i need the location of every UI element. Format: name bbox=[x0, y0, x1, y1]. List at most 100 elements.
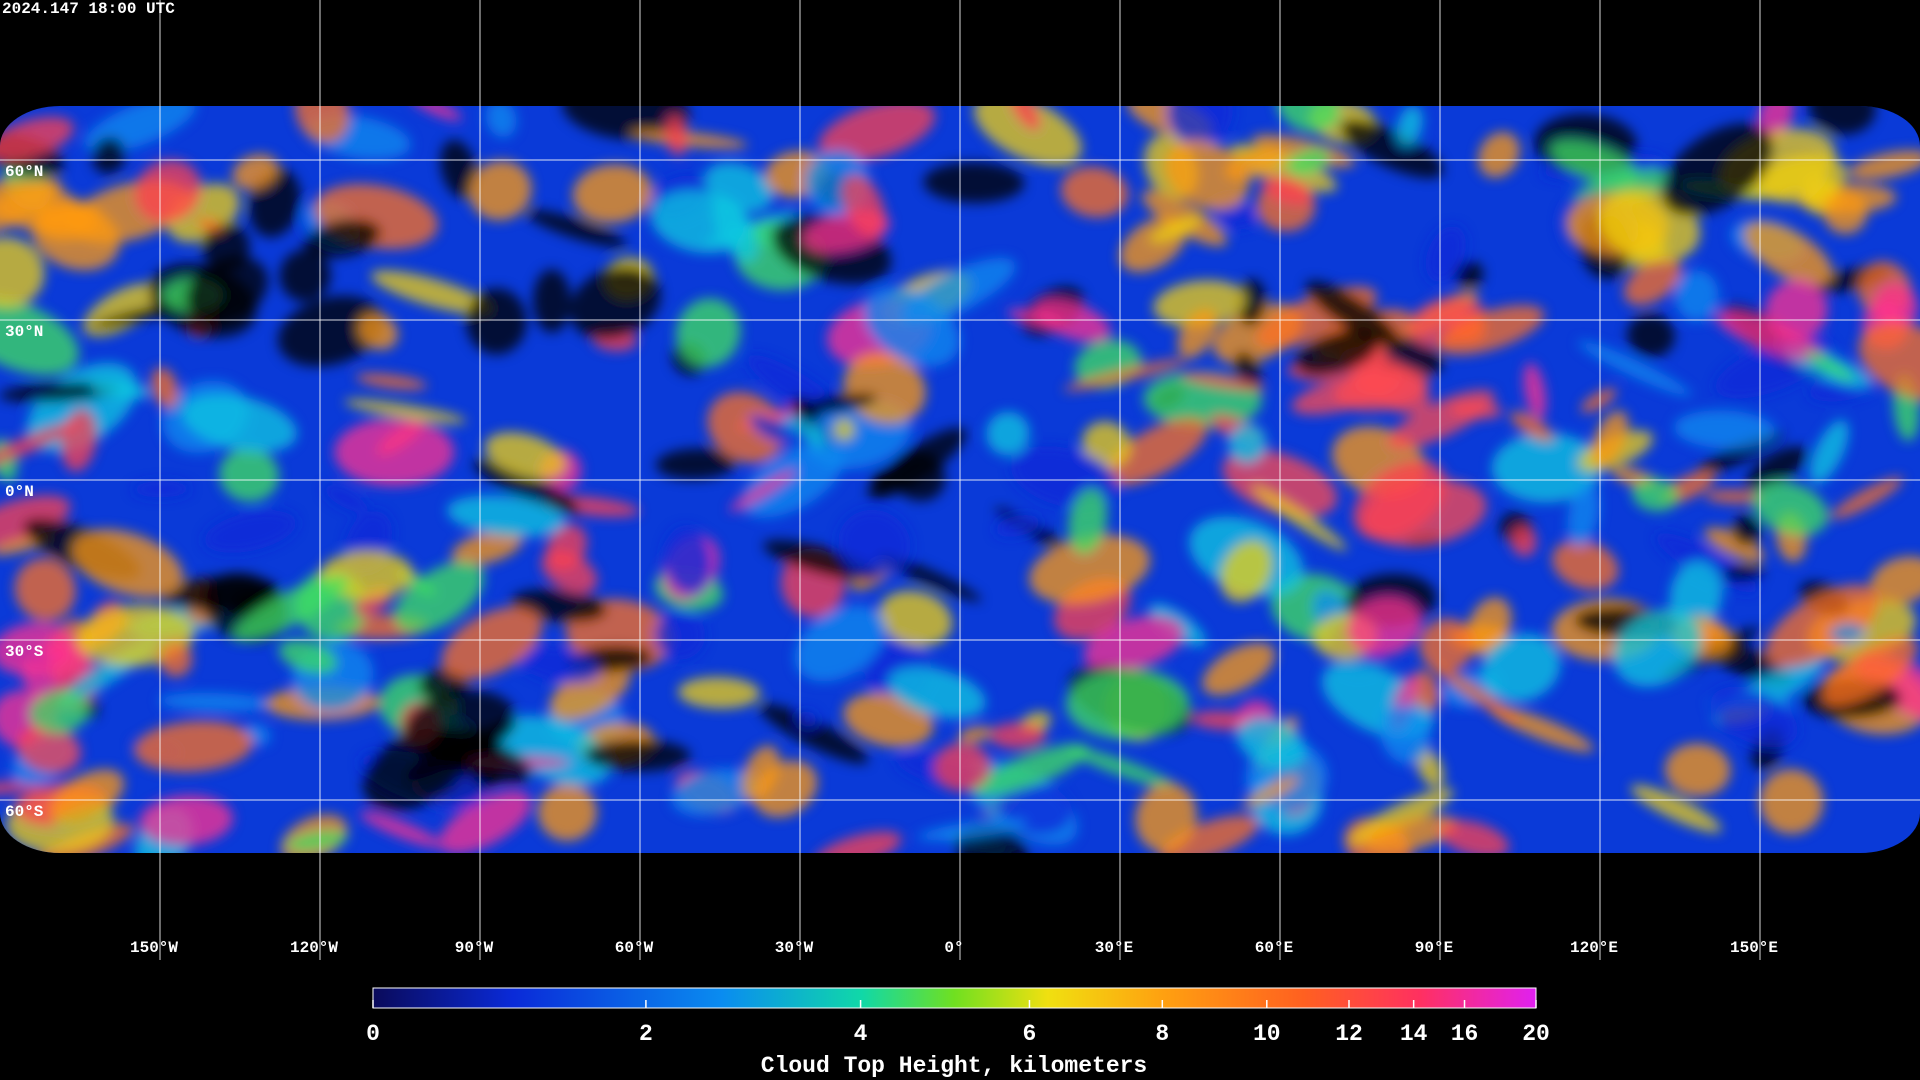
cloud-blob bbox=[394, 561, 485, 634]
colorbar-ticks: 0 2 4 6 8 10 12 14 16 20 bbox=[366, 1000, 1550, 1047]
cloud-blob bbox=[16, 725, 82, 774]
cloud-blob bbox=[0, 297, 80, 376]
cloud-blob bbox=[304, 218, 382, 258]
cloud-blob bbox=[1276, 106, 1341, 133]
cloud-blob bbox=[344, 399, 467, 424]
cloud-blob bbox=[14, 558, 76, 622]
cloud-blob bbox=[1251, 485, 1348, 551]
cloud-blob bbox=[986, 411, 1030, 456]
colorbar-tick-label: 4 bbox=[854, 1021, 868, 1047]
cloud-blob bbox=[1805, 350, 1855, 382]
cloud-blob bbox=[1752, 481, 1829, 536]
cloud-blob bbox=[181, 394, 298, 453]
cloud-blob bbox=[1305, 280, 1400, 346]
colorbar-tick-label: 0 bbox=[366, 1021, 380, 1047]
cloud-blob bbox=[1673, 410, 1776, 449]
colorbar-tick-label: 2 bbox=[639, 1021, 653, 1047]
cloud-blob bbox=[1228, 423, 1267, 465]
latitude-label: 60°N bbox=[5, 163, 43, 181]
cloud-blob bbox=[439, 791, 532, 853]
colorbar-tick-label: 6 bbox=[1023, 1021, 1037, 1047]
cloud-blob bbox=[1704, 489, 1764, 504]
cloud-blob bbox=[196, 217, 223, 232]
cloud-blob bbox=[923, 162, 1025, 203]
longitude-label: 60°W bbox=[615, 939, 654, 957]
cloud-blob bbox=[888, 666, 986, 719]
cloud-blob bbox=[1674, 270, 1719, 322]
cloud-blob bbox=[1438, 820, 1510, 853]
longitude-label: 120°W bbox=[290, 939, 338, 957]
cloud-blob bbox=[1523, 362, 1547, 420]
cloud-blob bbox=[664, 114, 689, 156]
cloud-blob bbox=[409, 106, 462, 121]
cloud-blob bbox=[526, 209, 627, 248]
latitude-label: 60°S bbox=[5, 803, 44, 821]
cloud-blob bbox=[712, 197, 758, 262]
longitude-label: 150°W bbox=[130, 939, 178, 957]
cloud-blob bbox=[232, 154, 279, 190]
cloud-blob bbox=[989, 722, 1047, 749]
longitude-label: 30°W bbox=[775, 939, 814, 957]
colorbar bbox=[372, 987, 1537, 1009]
cloud-blob bbox=[134, 159, 202, 224]
cloud-blob bbox=[1202, 642, 1276, 696]
cloud-blob bbox=[49, 769, 125, 825]
colorbar-tick-label: 8 bbox=[1155, 1021, 1169, 1047]
cloud-blob bbox=[1831, 477, 1903, 519]
cloud-blob bbox=[749, 415, 812, 451]
cloud-blob bbox=[1432, 663, 1523, 726]
cloud-blob bbox=[933, 742, 991, 792]
cloud-blob bbox=[1454, 261, 1484, 288]
cloud-blob bbox=[572, 164, 654, 224]
cloud-blob bbox=[162, 575, 278, 611]
cloud-blob bbox=[562, 106, 690, 140]
cloud-blob bbox=[957, 726, 993, 743]
colorbar-label: Cloud Top Height, kilometers bbox=[761, 1053, 1147, 1079]
cloud-blob bbox=[357, 312, 399, 350]
cloud-blob bbox=[663, 526, 713, 595]
cloud-blob bbox=[441, 607, 543, 680]
cloud-blob bbox=[139, 795, 234, 846]
cloud-blob bbox=[675, 298, 741, 368]
cloud-blob bbox=[533, 269, 571, 333]
cloud-blob bbox=[1714, 310, 1824, 362]
cloud-blob bbox=[1153, 280, 1247, 328]
longitude-label: 120°E bbox=[1570, 939, 1618, 957]
cloud-blob bbox=[1396, 106, 1423, 146]
longitude-label: 0° bbox=[944, 939, 963, 957]
cloud-blob bbox=[1704, 527, 1765, 562]
cloud-blob bbox=[370, 270, 494, 315]
cloud-blob bbox=[794, 605, 886, 682]
cloud-blob bbox=[549, 661, 631, 721]
cloud-blob bbox=[1580, 388, 1617, 413]
cloud-blob bbox=[279, 249, 331, 302]
cloud-blob bbox=[833, 418, 856, 441]
cloud-blob bbox=[878, 590, 953, 647]
cloud-blob bbox=[0, 495, 71, 549]
cloud-blob bbox=[1577, 340, 1692, 397]
cloud-blob bbox=[1710, 686, 1798, 748]
cloud-blob bbox=[446, 495, 566, 537]
cloud-blob bbox=[813, 831, 902, 853]
colorbar-tick-label: 14 bbox=[1400, 1021, 1428, 1047]
cloud-blob bbox=[1164, 140, 1250, 211]
cloud-blob bbox=[356, 373, 427, 390]
cloud-blob bbox=[404, 721, 517, 781]
cloud-blob bbox=[1627, 313, 1675, 358]
cloud-blob bbox=[1821, 636, 1919, 706]
cloud-blob bbox=[1412, 669, 1440, 712]
graticule: 60°N 30°N 0°N 30°S 60°S 150°W 120°W 90°W 60°W 30°… bbox=[0, 0, 1920, 960]
cloud-blob bbox=[516, 645, 601, 684]
colorbar-tick-label: 10 bbox=[1253, 1021, 1281, 1047]
cloud-blob bbox=[1066, 746, 1177, 789]
cloud-blob bbox=[1419, 618, 1475, 673]
cloud-blob bbox=[838, 509, 911, 577]
cloud-blob bbox=[0, 622, 74, 676]
cloud-blob bbox=[1346, 596, 1423, 657]
cloud-blob bbox=[1081, 421, 1132, 469]
cloud-blob bbox=[741, 745, 780, 802]
cloud-blob bbox=[843, 352, 926, 425]
cloud-blob bbox=[1009, 106, 1042, 131]
cloud-blob bbox=[451, 529, 523, 566]
cloud-blob bbox=[1260, 175, 1314, 206]
